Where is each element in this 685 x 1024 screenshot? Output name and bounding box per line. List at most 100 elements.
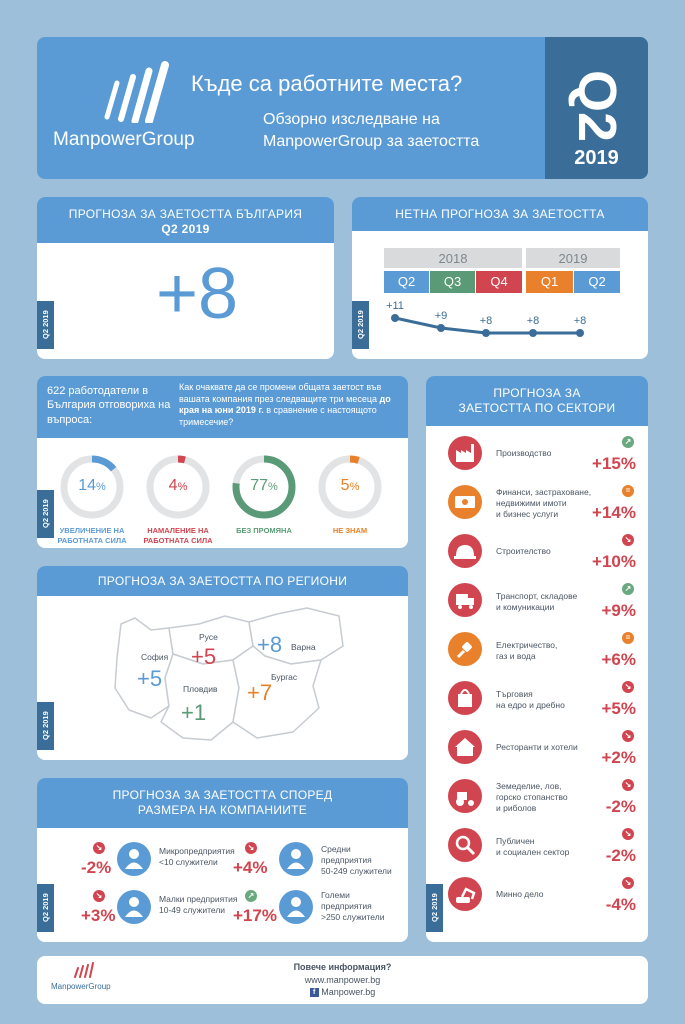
bulgaria-forecast-title: ПРОГНОЗА ЗА ЗАЕТОСТТА БЪЛГАРИЯ [68, 207, 303, 221]
net-forecast-card: НЕТНА ПРОГНОЗА ЗА ЗАЕТОСТТА 2018 2019 Q2… [352, 197, 648, 359]
company-size-title-line2: РАЗМЕРА НА КОМПАНИИТЕ [137, 803, 308, 817]
company-size-label: Средни предприятия 50-249 служители [321, 844, 392, 877]
question-deadline: до края на юни 2019 г. [179, 393, 391, 416]
sector-label-line2: недвижими имоти [496, 498, 567, 509]
sector-label: Производство [496, 448, 551, 459]
sector-label: Земеделие, лов, горско стопанство и риболо… [496, 781, 568, 814]
net-forecast-header: НЕТНА ПРОГНОЗА ЗА ЗАЕТОСТТА [352, 197, 648, 231]
company-size-label: Малки предприятия 10-49 служители [159, 894, 237, 916]
sector-label-line1: Земеделие, лов, [496, 781, 562, 791]
truck-icon [448, 583, 482, 617]
region-label-plovdiv: Пловдив [183, 684, 218, 694]
facebook-icon: f [309, 988, 319, 998]
year-2018-label: 2018 [438, 251, 468, 266]
trend-down-icon: ↘ [622, 828, 634, 840]
region-value-varna: +8 [257, 632, 283, 657]
trend-down-icon: ↘ [622, 730, 634, 742]
people-group-icon [279, 890, 313, 924]
people-group-icon [279, 842, 313, 876]
sector-label-line1: Транспорт, складове [496, 591, 578, 601]
sector-label-line2: и социален сектор [496, 847, 570, 858]
sector-label-line2: газ и вода [496, 651, 536, 662]
region-burgas [232, 645, 322, 739]
sector-value: -2% [605, 797, 636, 816]
survey-value-unit: % [349, 481, 360, 493]
sectors-header: ПРОГНОЗА ЗА ЗАЕТОСТТА ПО СЕКТОРИ [426, 376, 648, 426]
sector-label-line2: и комуникации [496, 602, 555, 613]
plug-icon [448, 632, 482, 666]
company-size-card: ПРОГНОЗА ЗА ЗАЕТОСТТА СПОРЕД РАЗМЕРА НА … [37, 778, 408, 942]
website-link[interactable]: www.manpower.bg [304, 975, 381, 985]
company-size-value: -2% [81, 858, 112, 877]
manpowergroup-logo-icon [74, 962, 94, 978]
sector-value: +9% [601, 601, 637, 620]
survey-donut-value: 14% [59, 477, 125, 495]
survey-value-number: 5 [340, 477, 350, 494]
survey-donut-value: 77% [231, 477, 297, 495]
survey-donut-label: НЕ ЗНАМ [303, 526, 397, 536]
survey-value-unit: % [177, 481, 188, 493]
excavator-icon [448, 877, 482, 911]
region-value-plovdiv: +1 [181, 700, 207, 725]
survey-label-line2: РАБОТНАТА СИЛА [57, 535, 127, 545]
survey-label-line1: БЕЗ ПРОМЯНА [236, 526, 292, 535]
banknote-icon [448, 485, 482, 519]
period-tag: Q2 2019 [37, 884, 54, 932]
regions-header: ПРОГНОЗА ЗА ЗАЕТОСТТА ПО РЕГИОНИ [37, 566, 408, 596]
page-title: Къде са работните места? [191, 71, 463, 96]
facebook-label: Manpower.bg [321, 987, 376, 997]
survey-question: Как очаквате да се промени общата заетос… [179, 382, 401, 429]
regions-card: ПРОГНОЗА ЗА ЗАЕТОСТТА ПО РЕГИОНИ Русе +5… [37, 566, 408, 760]
survey-value-unit: % [96, 481, 106, 493]
sector-label-line1: Минно дело [496, 889, 544, 899]
survey-donut-label: УВЕЛИЧЕНИЕ НА РАБОТНАТА СИЛА [45, 526, 139, 546]
trend-equal-icon: = [622, 632, 634, 644]
period-tag: Q2 2019 [426, 884, 443, 932]
sector-label-line1: Строителство [496, 546, 551, 556]
survey-value-number: 77 [250, 477, 268, 494]
region-value-ruse: +5 [191, 644, 217, 669]
sector-label: Минно дело [496, 889, 544, 900]
sectors-title-line2: ЗАЕТОСТТА ПО СЕКТОРИ [458, 401, 616, 415]
sector-label-line1: Публичен [496, 836, 535, 846]
sector-label-line2: горско стопанство [496, 792, 568, 803]
net-forecast-point [529, 329, 537, 337]
quarter-cell: Q2 [574, 271, 620, 293]
company-size-header: ПРОГНОЗА ЗА ЗАЕТОСТТА СПОРЕД РАЗМЕРА НА … [37, 778, 408, 828]
sector-value: +6% [601, 650, 637, 669]
region-label-burgas: Бургас [271, 672, 298, 682]
survey-label-line2: РАБОТНАТА СИЛА [143, 535, 213, 545]
survey-donut [146, 455, 210, 519]
survey-label-line1: НАМАЛЕНИЕ НА [147, 526, 209, 535]
sector-label-line1: Ресторанти и хотели [496, 742, 578, 752]
company-size-label-line1: Малки предприятия [159, 894, 238, 904]
quarter-label: Q2 [567, 69, 627, 143]
net-forecast-point [437, 324, 445, 332]
survey-label-line1: УВЕЛИЧЕНИЕ НА [59, 526, 125, 535]
sector-value: -4% [605, 895, 636, 914]
bulgaria-forecast-header: ПРОГНОЗА ЗА ЗАЕТОСТТА БЪЛГАРИЯ Q2 2019 [37, 197, 334, 243]
bulgaria-map [114, 607, 344, 741]
company-size-title-line1: ПРОГНОЗА ЗА ЗАЕТОСТТА СПОРЕД [112, 788, 333, 802]
sector-label: Финанси, застраховане, недвижими имоти и б… [496, 487, 591, 520]
period-tag: Q2 2019 [352, 301, 369, 349]
facebook-link[interactable]: f Manpower.bg [37, 987, 648, 998]
survey-donut-label: БЕЗ ПРОМЯНА [217, 526, 311, 536]
sector-value: +10% [592, 552, 636, 571]
tractor-icon [448, 779, 482, 813]
sector-value: +5% [601, 699, 637, 718]
company-size-label-line2: 10-49 служители [159, 905, 226, 916]
trend-down-icon: ↘ [245, 842, 257, 854]
more-info-label: Повече информация? [293, 962, 392, 972]
sector-value: +14% [592, 503, 636, 522]
company-size-label-line2: предприятия [321, 855, 372, 866]
net-forecast-title: НЕТНА ПРОГНОЗА ЗА ЗАЕТОСТТА [395, 207, 605, 221]
company-size-value: +4% [233, 858, 268, 877]
trend-down-icon: ↘ [622, 779, 634, 791]
sector-value: +15% [592, 454, 636, 473]
employers-count: 622 работодатели в България отговориха н… [47, 385, 171, 426]
company-size-label-line3: >250 служители [321, 912, 385, 923]
company-size-label-line2: предприятия [321, 901, 372, 912]
trend-equal-icon: = [622, 485, 634, 497]
region-value-sofia: +5 [137, 666, 163, 691]
